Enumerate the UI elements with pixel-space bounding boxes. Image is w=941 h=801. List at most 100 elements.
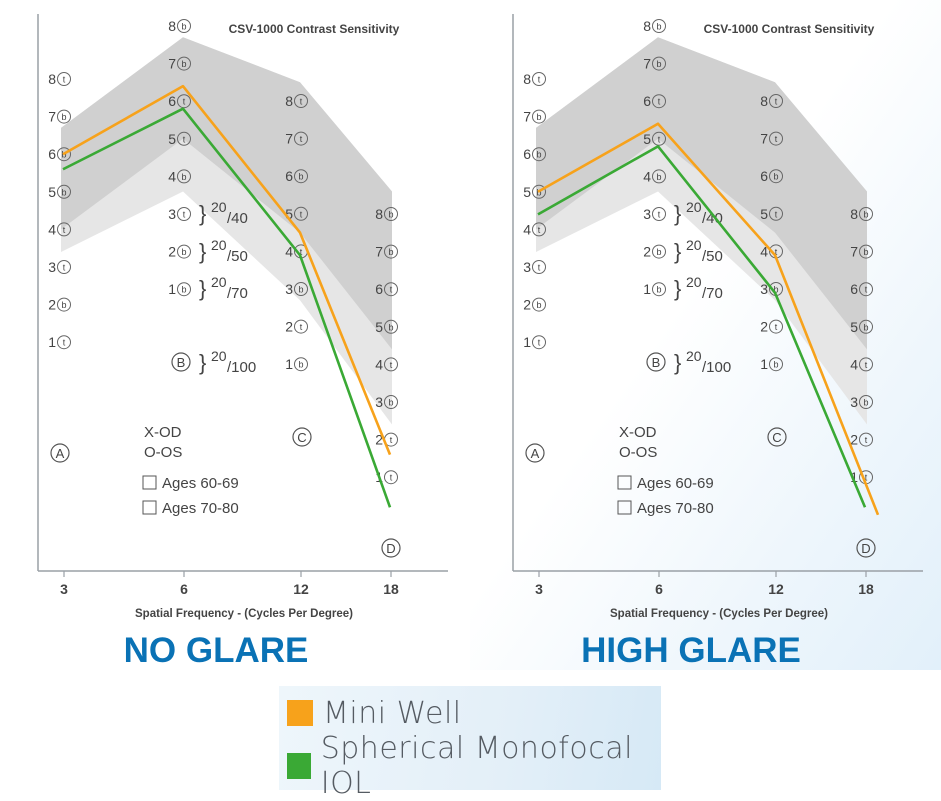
patch-circle	[177, 169, 191, 184]
patch-number: 1	[760, 356, 768, 372]
patch-circle	[57, 222, 71, 237]
patch-circle	[177, 282, 191, 297]
patch-orientation: t	[658, 97, 661, 107]
patch-letter: B	[652, 355, 661, 370]
patch-number: 6	[850, 281, 858, 297]
patch-number: 6	[760, 168, 768, 184]
patch-number: 6	[48, 146, 56, 162]
patch-number: 4	[523, 221, 531, 237]
patch-letter-circle	[292, 427, 312, 447]
patch-circle	[177, 56, 191, 71]
patch-orientation: b	[181, 22, 186, 32]
legend-swatch-mini-well	[287, 700, 313, 726]
patch-circle	[294, 94, 308, 108]
patch-orientation: b	[863, 210, 868, 220]
patch-orientation: b	[773, 172, 778, 182]
patch-orientation: b	[388, 322, 393, 332]
patch-number: 7	[643, 56, 651, 72]
patch-number: 5	[523, 184, 531, 200]
patch-number: 3	[850, 394, 858, 410]
acuity-brace: }	[199, 239, 206, 264]
patch-circle	[384, 357, 398, 372]
patch-circle	[294, 319, 308, 334]
patch-letter-circle	[646, 352, 666, 372]
acuity-denominator: /100	[227, 359, 256, 376]
patch-circle	[652, 207, 666, 221]
panel-caption: HIGH GLARE	[581, 631, 801, 670]
patch-orientation: b	[656, 59, 661, 69]
patch-circle	[859, 432, 873, 447]
acuity-numerator: 20	[686, 348, 702, 364]
patch-orientation: b	[863, 247, 868, 257]
patch-number: 6	[168, 93, 176, 109]
patch-circle	[294, 206, 308, 221]
patch-circle	[652, 282, 666, 297]
patch-circle	[532, 72, 546, 86]
acuity-numerator: 20	[211, 348, 227, 364]
patch-number: 7	[48, 109, 56, 125]
acuity-numerator: 20	[686, 199, 702, 215]
patch-orientation: b	[656, 247, 661, 257]
patch-circle	[769, 206, 783, 221]
x-axis-label: Spatial Frequency - (Cycles Per Degree)	[610, 608, 828, 620]
series-line-mini-well	[62, 84, 392, 456]
patch-orientation: t	[658, 210, 661, 220]
patch-number: 5	[285, 206, 293, 222]
patch-orientation: b	[181, 59, 186, 69]
normal-range-band-inner	[61, 37, 392, 350]
patch-number: 8	[375, 206, 383, 222]
patch-letter: C	[297, 430, 306, 445]
patch-number: 5	[375, 319, 383, 335]
patch-number: 4	[285, 243, 293, 259]
patch-orientation: b	[536, 112, 541, 122]
patch-number: 5	[850, 319, 858, 335]
patch-circle	[177, 94, 191, 109]
patch-number: 5	[643, 131, 651, 147]
patch-orientation: t	[390, 285, 393, 295]
patch-number: 3	[760, 281, 768, 297]
patch-orientation: b	[388, 398, 393, 408]
eye-note: O-OS	[144, 444, 182, 461]
patch-circle	[769, 169, 783, 184]
patch-number: 3	[285, 281, 293, 297]
x-tick-label: 18	[858, 581, 874, 597]
acuity-brace: }	[674, 276, 681, 301]
patch-orientation: t	[390, 473, 393, 483]
patch-number: 7	[523, 109, 531, 125]
patch-orientation: t	[775, 97, 778, 107]
patch-orientation: t	[300, 97, 303, 107]
patch-number: 8	[850, 206, 858, 222]
age-checkbox	[617, 500, 632, 515]
patch-circle	[769, 94, 783, 108]
patch-letter-circle	[856, 538, 876, 558]
patch-orientation: b	[388, 247, 393, 257]
age-checkbox	[142, 475, 157, 490]
patch-circle	[652, 131, 666, 146]
patch-orientation: b	[656, 285, 661, 295]
patch-orientation: t	[865, 285, 868, 295]
eye-note: O-OS	[619, 444, 657, 461]
age-checkbox	[617, 475, 632, 490]
patch-number: 5	[48, 184, 56, 200]
patch-orientation: t	[300, 209, 303, 219]
patch-orientation: b	[863, 398, 868, 408]
patch-orientation: b	[61, 112, 66, 122]
x-tick-label: 18	[383, 581, 399, 597]
patch-number: 4	[850, 356, 858, 372]
patch-number: 3	[523, 259, 531, 275]
patch-orientation: b	[536, 300, 541, 310]
patch-number: 3	[643, 206, 651, 222]
patch-letter-circle	[525, 443, 545, 463]
patch-orientation: t	[390, 435, 393, 445]
patch-circle	[57, 147, 71, 162]
patch-orientation: t	[63, 338, 66, 348]
patch-orientation: t	[775, 134, 778, 144]
patch-letter: A	[531, 446, 540, 461]
x-tick-label: 3	[535, 581, 543, 597]
acuity-numerator: 20	[686, 237, 702, 253]
acuity-brace: }	[199, 276, 206, 301]
patch-circle	[859, 207, 873, 221]
patch-number: 3	[375, 394, 383, 410]
patch-circle	[57, 109, 71, 124]
